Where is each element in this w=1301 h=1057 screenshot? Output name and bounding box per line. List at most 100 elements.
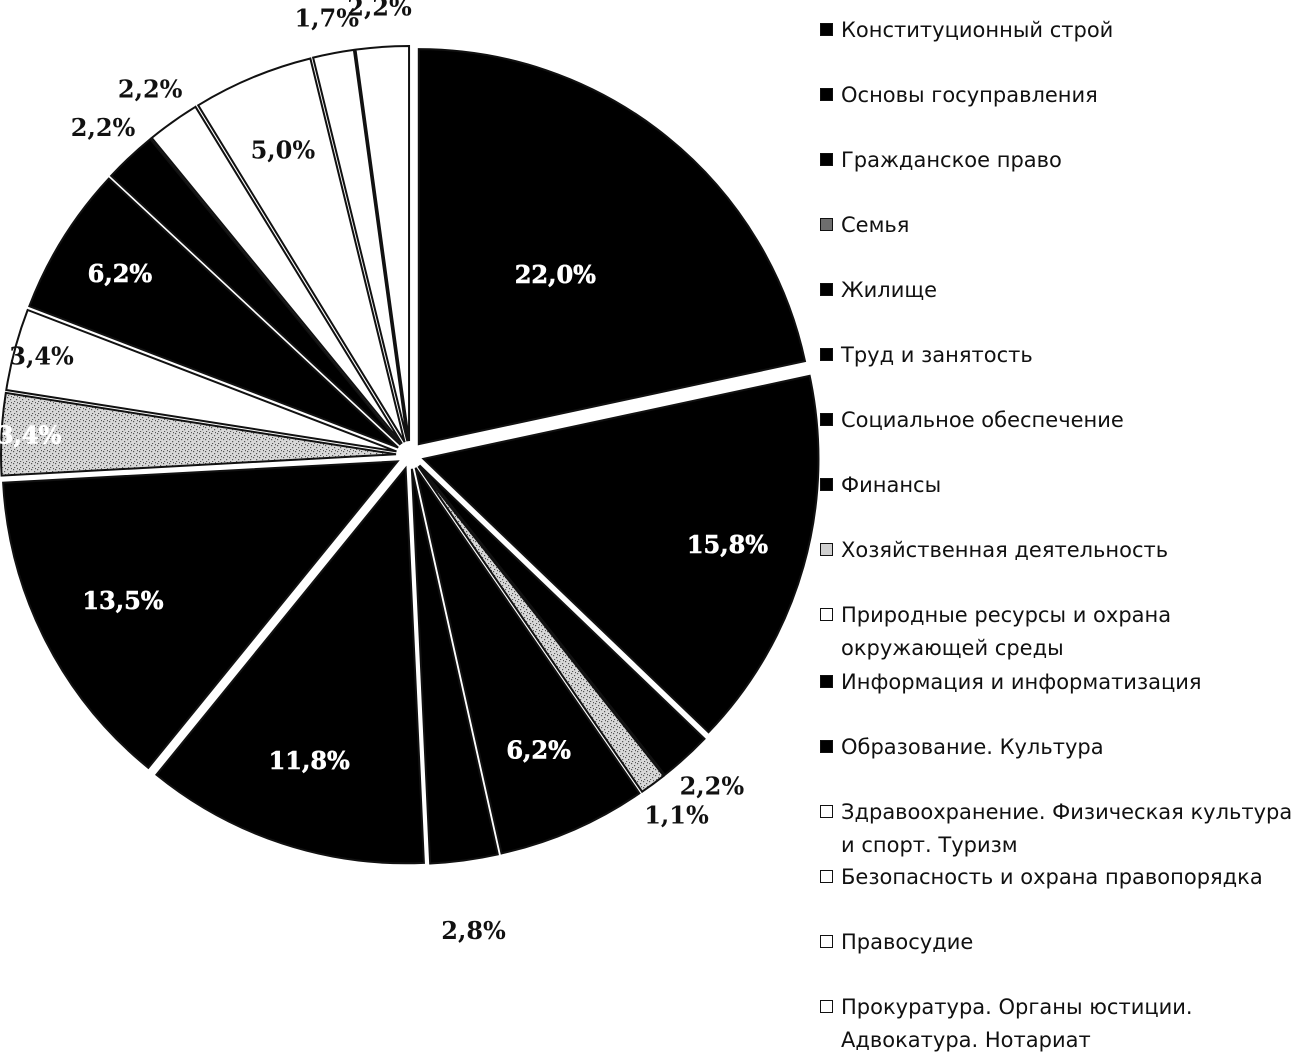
slice-value-label: 2,2% <box>71 113 136 142</box>
legend-label-line: Здравоохранение. Физическая культура <box>841 800 1293 824</box>
legend-item: Прокуратура. Органы юстиции. Адвокатура. … <box>820 991 1193 1057</box>
slice-value-label: 13,5% <box>82 586 163 615</box>
legend-label-line: Хозяйственная деятельность <box>841 538 1169 562</box>
legend-label: Социальное обеспечение <box>841 404 1124 437</box>
pie-slice <box>414 467 641 855</box>
legend-label-line: Жилище <box>841 278 938 302</box>
slice-value-label: 2,2% <box>118 74 183 103</box>
legend-item: Труд и занятость <box>820 339 1033 372</box>
legend-label-line: Адвокатура. Нотариат <box>841 1028 1091 1052</box>
legend-item: Финансы <box>820 469 941 502</box>
legend-label-line: окружающей среды <box>841 636 1064 660</box>
legend-label: Основы госуправления <box>841 79 1098 112</box>
slice-value-label: 15,8% <box>687 530 768 559</box>
legend-item: Конституционный строй <box>820 14 1113 47</box>
legend-label-line: Гражданское право <box>841 148 1062 172</box>
legend-item: Социальное обеспечение <box>820 404 1124 437</box>
legend-label: Природные ресурсы и охрана окружающей сре… <box>841 599 1171 665</box>
legend-swatch <box>820 1000 833 1013</box>
legend-swatch <box>820 478 833 491</box>
legend-swatch <box>820 675 833 688</box>
legend-item: Хозяйственная деятельность <box>820 534 1168 567</box>
legend-item: Жилище <box>820 274 937 307</box>
legend-label: Безопасность и охрана правопорядка <box>841 861 1263 894</box>
pie-slice <box>2 460 400 770</box>
legend-item: Здравоохранение. Физическая культура и сп… <box>820 796 1292 862</box>
legend-label: Образование. Культура <box>841 731 1104 764</box>
legend-swatch <box>820 543 833 556</box>
pie-slice <box>417 465 666 794</box>
legend-swatch <box>820 88 833 101</box>
pie-slice <box>27 177 399 449</box>
slice-value-label: 6,2% <box>506 735 571 764</box>
legend-swatch <box>820 740 833 753</box>
legend-swatch <box>820 413 833 426</box>
legend-item: Гражданское право <box>820 144 1062 177</box>
legend-label-line: Финансы <box>841 473 942 497</box>
legend-label-line: Природные ресурсы и охрана <box>841 603 1172 627</box>
legend-label-line: Труд и занятость <box>841 343 1033 367</box>
slice-value-label: 3,4% <box>9 342 74 371</box>
pie-slice <box>5 308 397 453</box>
slice-value-label: 1,7% <box>294 3 359 32</box>
legend-label-line: Прокуратура. Органы юстиции. <box>841 995 1193 1019</box>
pie-slice <box>155 465 425 865</box>
legend-swatch <box>820 153 833 166</box>
legend-item: Семья <box>820 209 909 242</box>
legend-swatch <box>820 935 833 948</box>
legend-label: Конституционный строй <box>841 14 1113 47</box>
legend-label-line: Информация и информатизация <box>841 670 1202 694</box>
pie-slice <box>418 464 706 777</box>
legend-label-line: Образование. Культура <box>841 735 1104 759</box>
legend-label: Прокуратура. Органы юстиции. Адвокатура. … <box>841 991 1193 1057</box>
legend-swatch <box>820 348 833 361</box>
legend-item: Информация и информатизация <box>820 666 1202 699</box>
legend-label: Жилище <box>841 274 937 307</box>
legend-label-line: Конституционный строй <box>841 18 1114 42</box>
legend-label-line: Социальное обеспечение <box>841 408 1124 432</box>
slice-value-label: 2,2% <box>347 0 412 22</box>
legend-item: Природные ресурсы и охрана окружающей сре… <box>820 599 1171 665</box>
legend-swatch <box>820 805 833 818</box>
pie-slice <box>410 468 499 865</box>
legend-label: Здравоохранение. Физическая культура и сп… <box>841 796 1292 862</box>
legend-item: Основы госуправления <box>820 79 1098 112</box>
pie-slice <box>311 48 409 442</box>
pie-slice <box>354 45 411 442</box>
legend-item: Правосудие <box>820 926 973 959</box>
pie-slice <box>417 48 807 446</box>
pie-slice <box>0 391 397 477</box>
legend-label: Правосудие <box>841 926 973 959</box>
legend-label: Финансы <box>841 469 941 502</box>
slice-value-label: 5,0% <box>251 135 316 164</box>
legend-label: Информация и информатизация <box>841 666 1202 699</box>
slice-value-label: 6,2% <box>88 259 153 288</box>
slice-value-label: 1,1% <box>644 801 709 830</box>
legend-swatch <box>820 218 833 231</box>
legend-item: Безопасность и охрана правопорядка <box>820 861 1263 894</box>
legend-label: Труд и занятость <box>841 339 1033 372</box>
pie-chart: 22,0%15,8%2,2%1,1%6,2%2,8%11,8%13,5%3,4%… <box>0 0 820 945</box>
pie-slice <box>421 374 820 734</box>
legend-swatch <box>820 23 833 36</box>
legend-label-line: Основы госуправления <box>841 83 1098 107</box>
legend-label: Гражданское право <box>841 144 1062 177</box>
legend-label: Семья <box>841 209 909 242</box>
legend-label-line: Правосудие <box>841 930 974 954</box>
legend-item: Образование. Культура <box>820 731 1104 764</box>
legend-swatch <box>820 608 833 621</box>
legend-label: Хозяйственная деятельность <box>841 534 1168 567</box>
legend-label-line: Семья <box>841 213 910 237</box>
legend-label-line: и спорт. Туризм <box>841 833 1018 857</box>
legend-swatch <box>820 870 833 883</box>
slice-value-label: 3,4% <box>0 421 62 450</box>
slice-value-label: 2,8% <box>441 916 506 945</box>
pie-slice <box>196 57 406 443</box>
slice-value-label: 22,0% <box>515 260 596 289</box>
pie-slice <box>109 137 402 446</box>
slice-value-label: 11,8% <box>269 746 350 775</box>
legend-swatch <box>820 283 833 296</box>
pie-slice <box>150 105 403 445</box>
slice-value-label: 2,2% <box>680 772 745 801</box>
